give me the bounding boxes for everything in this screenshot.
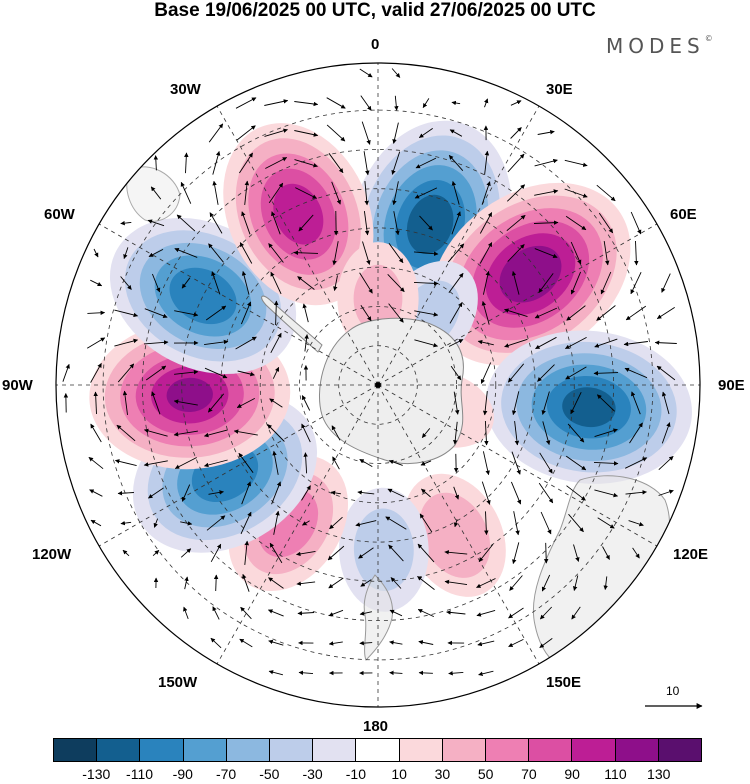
- colorbar: [53, 738, 702, 762]
- colorbar-swatch: [313, 739, 356, 761]
- colorbar-swatch: [572, 739, 615, 761]
- colorbar-ticks: -130 -110 -90 -70 -50 -30 -10 10 30 50 70 90 110 130: [0, 766, 750, 784]
- colorbar-tick-label: -110: [126, 766, 153, 782]
- colorbar-swatch: [486, 739, 529, 761]
- colorbar-swatch: [140, 739, 183, 761]
- colorbar-swatch: [97, 739, 140, 761]
- colorbar-tick-label: 30: [435, 766, 451, 782]
- colorbar-swatch: [227, 739, 270, 761]
- lon-label-0: 0: [371, 36, 379, 53]
- colorbar-swatch: [270, 739, 313, 761]
- lon-label-180: 180: [363, 718, 388, 735]
- colorbar-tick-label: -70: [216, 766, 236, 782]
- lon-label-90e: 90E: [718, 377, 745, 394]
- lon-label-120w: 120W: [32, 546, 71, 563]
- wind-vector: [216, 575, 217, 591]
- colorbar-tick-label: 10: [391, 766, 407, 782]
- colorbar-swatch: [400, 739, 443, 761]
- lon-label-60w: 60W: [44, 206, 75, 223]
- colorbar-tick-label: -30: [302, 766, 322, 782]
- colorbar-swatch: [529, 739, 572, 761]
- lon-label-90w: 90W: [2, 377, 33, 394]
- lon-label-30e: 30E: [546, 81, 573, 98]
- colorbar-swatch: [616, 739, 659, 761]
- lon-label-30w: 30W: [170, 81, 201, 98]
- lon-label-150e: 150E: [546, 674, 581, 691]
- lon-label-60e: 60E: [670, 206, 697, 223]
- lon-label-150w: 150W: [158, 674, 197, 691]
- colorbar-tick-label: 50: [478, 766, 494, 782]
- colorbar-tick-label: 90: [564, 766, 580, 782]
- colorbar-swatch: [443, 739, 486, 761]
- colorbar-tick-label: 70: [521, 766, 537, 782]
- reference-vector-label: 10: [666, 684, 679, 698]
- wind-vector: [546, 543, 547, 563]
- colorbar-swatch: [54, 739, 97, 761]
- colorbar-tick-label: 130: [647, 766, 670, 782]
- colorbar-tick-label: -90: [173, 766, 193, 782]
- colorbar-tick-label: -50: [259, 766, 279, 782]
- colorbar-swatch: [184, 739, 227, 761]
- lon-label-120e: 120E: [673, 546, 708, 563]
- colorbar-swatch: [356, 739, 399, 761]
- wind-vector: [419, 673, 433, 674]
- colorbar-tick-label: -130: [82, 766, 110, 782]
- south-pole-marker: [375, 382, 381, 388]
- colorbar-tick-label: 110: [604, 766, 626, 782]
- colorbar-tick-label: -10: [346, 766, 366, 782]
- colorbar-swatch: [659, 739, 701, 761]
